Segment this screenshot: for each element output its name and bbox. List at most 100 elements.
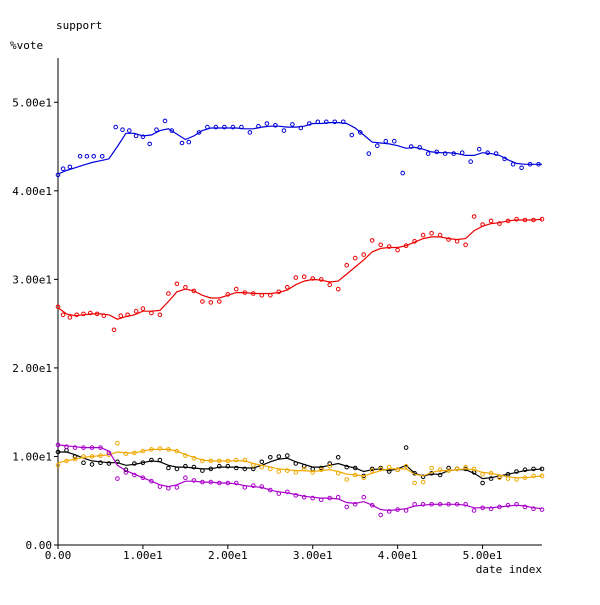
data-point — [268, 487, 273, 493]
data-point — [395, 507, 400, 512]
data-point — [463, 242, 468, 248]
data-point — [55, 172, 61, 178]
data-point — [200, 458, 205, 464]
data-point — [480, 222, 485, 227]
data-point — [318, 497, 324, 503]
data-point — [242, 485, 248, 490]
data-point — [332, 119, 338, 125]
data-point — [531, 466, 536, 472]
data-point — [522, 467, 528, 473]
data-point — [251, 483, 256, 489]
data-point — [132, 472, 137, 478]
data-point — [64, 458, 69, 464]
data-point — [502, 156, 507, 162]
data-point — [417, 145, 423, 150]
data-point — [505, 476, 511, 481]
data-point — [149, 310, 154, 316]
data-point — [89, 462, 95, 467]
data-point — [106, 461, 112, 466]
data-point — [412, 480, 417, 486]
data-point — [140, 448, 146, 454]
data-point — [488, 476, 494, 481]
data-point — [276, 289, 282, 295]
data-point — [352, 255, 358, 261]
data-point — [454, 502, 460, 507]
ticks-layer: 0.00 1.00e1 2.00e1 3.00e1 4.00e1 5.00e1 0.00 1.… — [12, 96, 502, 562]
data-point — [488, 506, 494, 512]
data-point — [344, 262, 350, 268]
x-tick-label: 0.00 — [45, 549, 72, 562]
data-point — [437, 472, 443, 478]
data-point — [222, 124, 227, 130]
data-point — [425, 151, 431, 156]
data-point — [259, 459, 265, 465]
data-point — [77, 154, 83, 159]
data-point — [437, 467, 443, 473]
data-point — [318, 277, 324, 282]
series-group — [55, 445, 545, 486]
data-point — [408, 144, 414, 149]
data-point — [281, 128, 287, 133]
data-point — [149, 447, 154, 452]
data-point — [471, 508, 477, 513]
data-point — [208, 458, 214, 464]
data-point — [480, 480, 485, 486]
data-point — [149, 457, 154, 463]
data-point — [429, 231, 434, 236]
data-point — [242, 466, 248, 472]
data-point — [60, 166, 66, 171]
data-point — [183, 463, 188, 469]
data-point — [147, 141, 152, 147]
data-point — [55, 304, 61, 310]
data-point — [493, 151, 499, 156]
data-point — [442, 151, 448, 156]
data-point — [268, 293, 273, 298]
x-tick-label: 3.00e1 — [293, 549, 333, 562]
data-point — [242, 290, 248, 295]
data-point — [285, 285, 290, 290]
data-point — [293, 275, 299, 280]
data-point — [133, 133, 139, 139]
data-point — [395, 247, 400, 253]
data-point — [290, 122, 295, 127]
data-point — [352, 465, 358, 471]
data-point — [497, 504, 502, 510]
data-point — [539, 473, 545, 479]
data-point — [98, 445, 103, 450]
data-point — [98, 460, 103, 466]
data-point — [514, 469, 519, 474]
data-point — [310, 276, 316, 281]
data-point — [369, 468, 375, 473]
data-point — [208, 300, 214, 305]
x-axis-label: date index — [476, 563, 543, 576]
series-trend-line — [57, 448, 543, 479]
data-point — [101, 313, 107, 319]
y-tick-label: 4.00e1 — [12, 185, 52, 198]
data-point — [324, 119, 329, 125]
data-point — [366, 151, 372, 156]
series-group — [55, 118, 542, 178]
data-point — [200, 299, 205, 304]
data-point — [183, 285, 188, 290]
data-point — [67, 164, 73, 170]
data-point — [310, 470, 316, 475]
data-point — [166, 447, 171, 452]
series-group — [55, 214, 545, 333]
data-point — [94, 311, 100, 317]
data-point — [307, 121, 312, 126]
data-point — [420, 502, 426, 507]
data-point — [276, 454, 282, 459]
data-point — [179, 140, 185, 146]
data-point — [446, 237, 451, 242]
data-point — [89, 454, 95, 459]
data-point — [301, 466, 307, 472]
data-point — [400, 170, 406, 176]
data-point — [403, 463, 409, 469]
data-point — [471, 214, 477, 219]
data-point — [429, 502, 434, 507]
data-point — [259, 484, 265, 489]
y-tick-label: 5.00e1 — [12, 96, 52, 109]
data-point — [91, 154, 96, 159]
data-point — [352, 472, 358, 478]
data-point — [446, 465, 451, 471]
